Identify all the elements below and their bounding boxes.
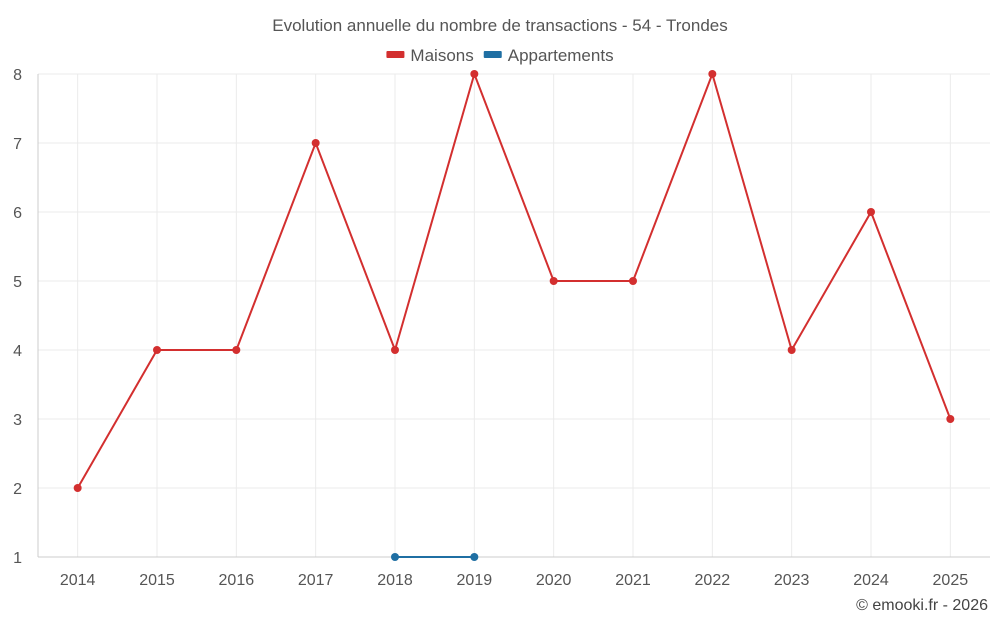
- y-axis-ticks: 1 2 3 4 5 6 7 8: [13, 67, 22, 567]
- data-point[interactable]: [470, 70, 479, 78]
- series-appartements: [391, 553, 479, 561]
- data-point[interactable]: [946, 415, 955, 423]
- data-point[interactable]: [232, 346, 241, 354]
- y-tick-label: 4: [13, 343, 22, 360]
- x-tick-label: 2021: [615, 572, 651, 589]
- x-tick-label: 2023: [774, 572, 810, 589]
- legend-label: Appartements: [508, 46, 614, 65]
- x-tick-label: 2020: [536, 572, 572, 589]
- legend-swatch: [386, 51, 405, 58]
- grid-lines: [37, 73, 990, 558]
- x-tick-label: 2014: [60, 572, 96, 589]
- legend-label: Maisons: [410, 46, 473, 65]
- data-point[interactable]: [708, 70, 717, 78]
- data-point[interactable]: [867, 208, 875, 216]
- chart-title: Evolution annuelle du nombre de transact…: [272, 16, 728, 35]
- y-tick-label: 1: [13, 550, 22, 567]
- y-tick-label: 5: [13, 274, 22, 291]
- x-tick-label: 2018: [377, 572, 413, 589]
- legend[interactable]: Maisons Appartements: [386, 46, 614, 65]
- data-point[interactable]: [391, 553, 399, 561]
- data-point[interactable]: [311, 139, 320, 147]
- series-maisons: [73, 70, 955, 492]
- data-point[interactable]: [629, 277, 637, 285]
- series-line: [76, 70, 952, 489]
- x-tick-label: 2016: [219, 572, 255, 589]
- x-tick-label: 2022: [695, 572, 731, 589]
- x-axis-ticks: 2014 2015 2016 2017 2018 2019 2020 2021 2022 2023…: [60, 572, 968, 589]
- series-layer: [73, 70, 955, 561]
- y-tick-label: 2: [13, 481, 22, 498]
- x-tick-label: 2025: [933, 572, 969, 589]
- legend-swatch: [483, 51, 502, 58]
- data-point[interactable]: [153, 346, 161, 354]
- legend-item-appartements[interactable]: Appartements: [483, 46, 614, 65]
- credit-text: © emooki.fr - 2026: [856, 597, 988, 614]
- y-tick-label: 8: [13, 67, 22, 84]
- x-tick-label: 2024: [853, 572, 889, 589]
- data-point[interactable]: [470, 553, 479, 561]
- y-tick-label: 6: [13, 205, 22, 222]
- y-tick-label: 3: [13, 412, 22, 429]
- data-point[interactable]: [787, 346, 796, 354]
- x-tick-label: 2017: [298, 572, 334, 589]
- y-tick-label: 7: [13, 136, 22, 153]
- data-point[interactable]: [73, 484, 82, 492]
- x-tick-label: 2015: [139, 572, 175, 589]
- data-point[interactable]: [549, 277, 558, 285]
- x-tick-label: 2019: [457, 572, 493, 589]
- data-point[interactable]: [391, 346, 399, 354]
- legend-item-maisons[interactable]: Maisons: [386, 46, 474, 65]
